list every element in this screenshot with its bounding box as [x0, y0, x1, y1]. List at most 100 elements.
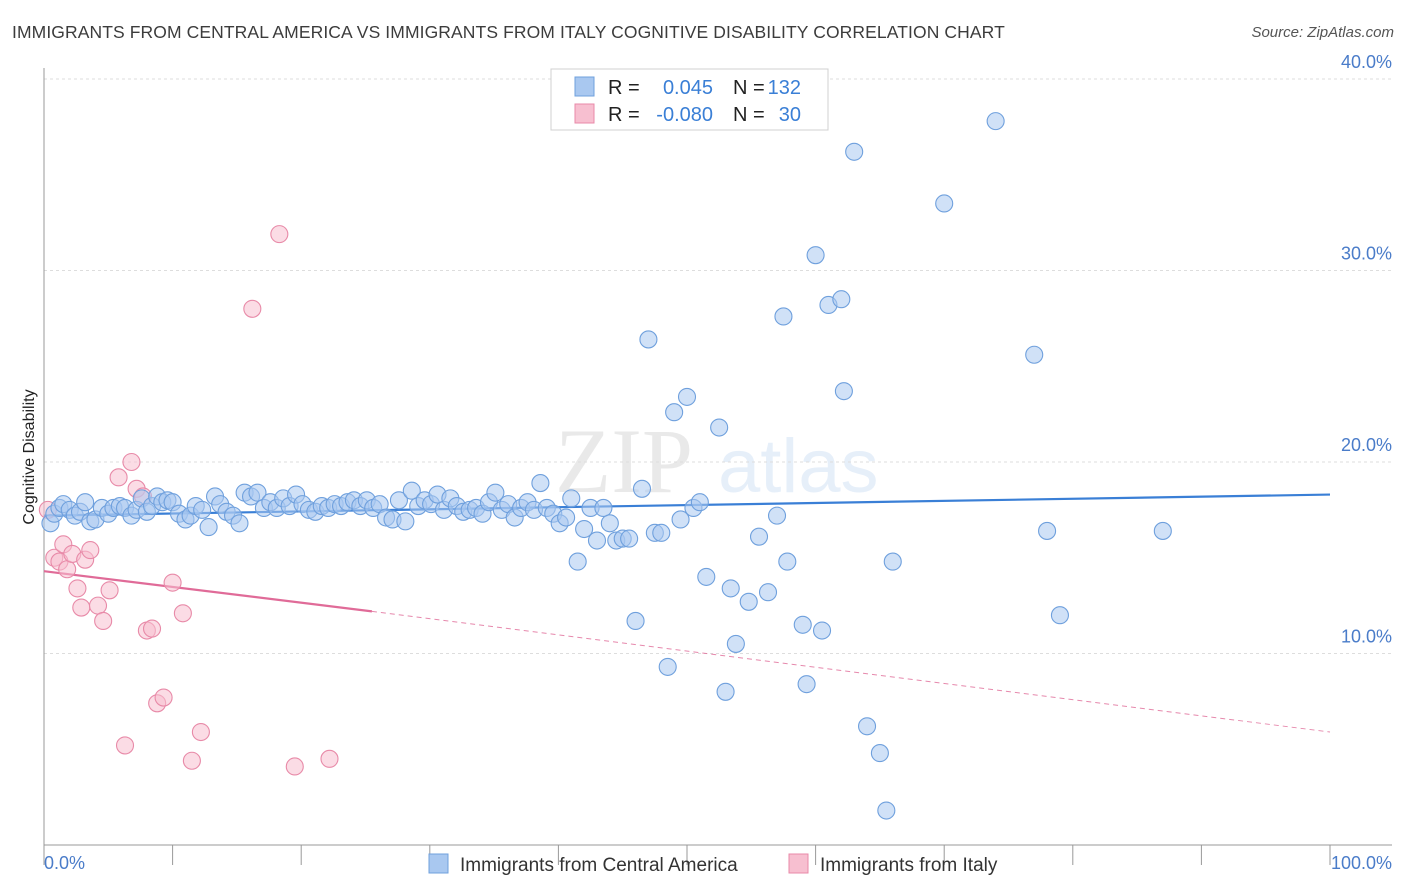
italy-point-29	[320, 749, 339, 768]
central-america-point-125	[845, 142, 864, 161]
central-america-point-100	[652, 523, 671, 542]
italy-point-28	[285, 757, 304, 776]
central-america-point-59	[389, 491, 408, 510]
central-america-point-103	[671, 510, 690, 529]
central-america-point-126	[857, 717, 877, 736]
italy-point-21	[154, 688, 173, 707]
chart-title: IMMIGRANTS FROM CENTRAL AMERICA VS IMMIG…	[12, 22, 1005, 42]
italy-point-13	[109, 468, 128, 487]
italy-point-14	[115, 736, 135, 755]
italy-point-12	[100, 581, 119, 600]
central-america-point-91	[594, 498, 613, 518]
central-america-point-61	[402, 481, 421, 500]
central-america-point-28	[193, 500, 212, 519]
source-note: Source: ZipAtlas.com	[1251, 24, 1394, 41]
legend-bottom-blue-swatch	[428, 853, 449, 874]
central-america-point-114	[758, 583, 778, 602]
central-america-point-121	[812, 621, 832, 640]
italy-point-7	[72, 598, 91, 617]
italy-point-10	[88, 596, 108, 615]
grid-lines	[44, 78, 1392, 654]
watermark-atlas: atlas	[718, 424, 879, 509]
italy-point-24	[182, 751, 201, 770]
legend-pink-swatch	[574, 103, 595, 124]
central-america-point-131	[986, 112, 1005, 131]
y-tick-label-10: 10.0%	[1341, 627, 1392, 647]
central-america-point-128	[877, 801, 896, 820]
central-america-point-118	[793, 615, 812, 634]
central-america-point-110	[721, 579, 740, 598]
legend-bottom: Immigrants from Central America Immigran…	[428, 853, 998, 876]
central-america-point-90	[587, 531, 607, 550]
central-america-point-117	[778, 552, 797, 571]
central-america-point-111	[726, 634, 745, 653]
central-america-point-124	[834, 382, 853, 401]
central-america-point-85	[557, 508, 576, 527]
axes	[43, 68, 1392, 846]
y-tick-label-30: 30.0%	[1341, 244, 1392, 264]
legend-top: R = 0.045 N = 132 R = -0.080 N = 30	[550, 68, 829, 131]
central-america-point-106	[690, 493, 709, 512]
series-italy-points	[38, 225, 339, 776]
central-america-point-92	[600, 514, 619, 533]
central-america-point-86	[562, 489, 581, 508]
italy-point-26	[243, 299, 262, 318]
legend-blue-n-value: 132	[768, 77, 801, 99]
central-america-point-101	[658, 657, 677, 676]
legend-blue-swatch	[574, 76, 595, 97]
legend-bottom-pink-swatch	[788, 853, 809, 874]
central-america-point-37	[248, 483, 267, 502]
italy-point-19	[142, 619, 162, 638]
legend-blue-n-label: N =	[733, 77, 765, 99]
central-america-point-7	[76, 493, 95, 512]
legend-pink-n-label: N =	[733, 104, 765, 126]
central-america-point-87	[568, 552, 587, 571]
central-america-point-133	[1038, 521, 1057, 540]
central-america-point-115	[767, 506, 787, 525]
italy-point-27	[270, 225, 289, 244]
legend-blue-r-label: R =	[608, 77, 640, 99]
italy-point-23	[173, 604, 192, 623]
central-america-point-34	[230, 514, 249, 533]
central-america-point-123	[832, 290, 851, 309]
legend-bottom-pink-label: Immigrants from Italy	[820, 855, 998, 876]
central-america-point-102	[665, 403, 684, 422]
central-america-point-135	[1153, 521, 1172, 540]
y-tick-label-20: 20.0%	[1341, 435, 1392, 455]
italy-point-4	[58, 560, 77, 579]
legend-pink-r-label: R =	[608, 104, 640, 126]
central-america-point-134	[1050, 606, 1069, 625]
trend-line-italy-extension	[371, 610, 1331, 733]
central-america-point-95	[620, 529, 639, 548]
legend-pink-r-value: -0.080	[656, 104, 713, 126]
central-america-point-112	[739, 592, 758, 611]
legend-pink-n-value: 30	[779, 104, 801, 126]
legend-blue-r-value: 0.045	[663, 77, 713, 99]
central-america-point-96	[626, 611, 645, 630]
central-america-point-119	[797, 675, 816, 694]
central-america-point-104	[677, 387, 697, 406]
legend-top-box	[550, 68, 829, 131]
legend-bottom-blue-label: Immigrants from Central America	[460, 855, 738, 876]
central-america-point-107	[697, 567, 716, 586]
italy-point-6	[68, 579, 87, 598]
y-tick-labels: 10.0% 20.0% 30.0% 40.0%	[1341, 52, 1392, 647]
trend-line-italy	[43, 570, 373, 613]
x-tick-label-min: 0.0%	[44, 853, 85, 873]
central-america-point-127	[870, 744, 889, 763]
y-tick-label-40: 40.0%	[1341, 52, 1392, 72]
central-america-point-98	[639, 330, 658, 349]
italy-point-22	[163, 573, 182, 592]
central-america-point-120	[806, 246, 825, 265]
central-america-point-129	[883, 552, 902, 571]
italy-point-9	[81, 541, 100, 560]
central-america-point-130	[935, 194, 954, 213]
italy-point-25	[191, 722, 210, 742]
central-america-point-132	[1025, 345, 1044, 364]
central-america-point-81	[531, 474, 550, 493]
central-america-point-109	[716, 682, 735, 701]
central-america-point-88	[575, 519, 594, 539]
central-america-point-97	[632, 479, 652, 498]
central-america-point-60	[396, 512, 415, 531]
